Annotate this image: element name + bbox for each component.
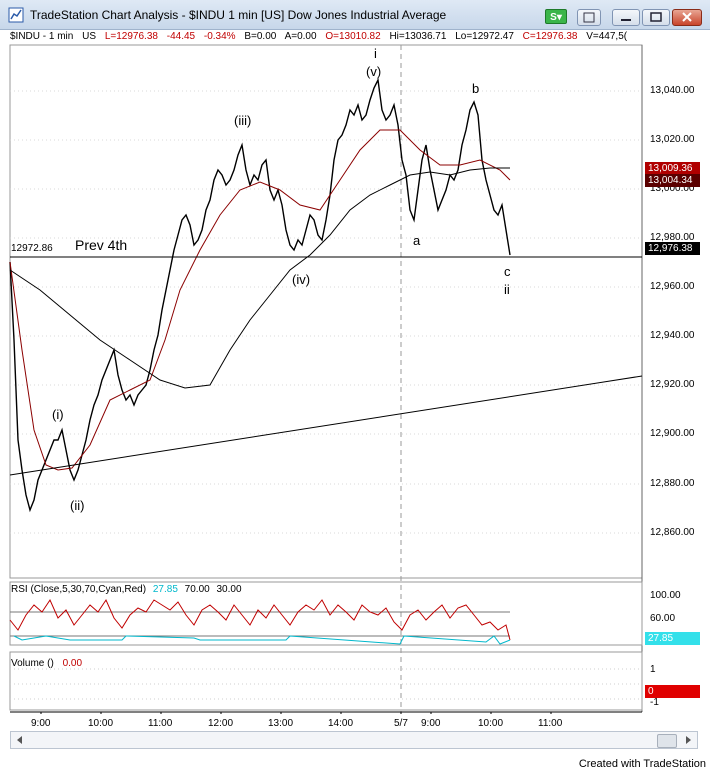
maximize-icon [650, 12, 662, 22]
help-icon [583, 12, 595, 23]
wave-iii-label: (iii) [234, 113, 252, 128]
rsi-lower: 30.00 [216, 584, 242, 595]
minimize-button[interactable] [612, 9, 640, 26]
time-tick: 10:00 [478, 718, 504, 729]
volume-label-row: Volume () 0.00 [11, 658, 82, 669]
price-tick: 12,900.00 [650, 428, 695, 439]
price-box-red: 13,009.36 [645, 162, 700, 175]
slow-moving-average [9, 167, 510, 389]
footer-strip [0, 752, 710, 772]
rsi-value: 27.85 [152, 584, 178, 595]
price-tick: 12,920.00 [650, 379, 695, 390]
volume-panel-frame [9, 651, 643, 711]
volume-axis-tick: 1 [650, 664, 656, 675]
open-value: O=13010.82 [325, 31, 381, 42]
volume-value-box: 0 [645, 685, 700, 698]
tradestation-app-icon [8, 7, 24, 23]
wave-v-label: (v) [366, 64, 382, 79]
rsi-upper: 70.00 [184, 584, 210, 595]
time-tick: 5/7 [394, 718, 408, 729]
minimize-icon [621, 19, 631, 21]
pct-change: -0.34% [203, 31, 236, 42]
wave-i-label: (i) [52, 407, 64, 422]
price-box-last: 12,976.38 [645, 242, 700, 255]
time-tick: 11:00 [148, 718, 173, 729]
wave-ii-label: (ii) [70, 498, 85, 513]
price-plot-frame [9, 44, 643, 579]
close-value: C=12976.38 [522, 31, 578, 42]
low-value: Lo=12972.47 [455, 31, 514, 42]
trend-line [9, 375, 643, 476]
quote-status-line: $INDU - 1 min US L=12976.38 -44.45 -0.34… [10, 31, 633, 42]
wave-top-i-label: i [374, 46, 377, 61]
time-tick: 12:00 [208, 718, 234, 729]
credit-text: Created with TradeStation [578, 758, 706, 770]
rsi-line-down [13, 635, 511, 645]
scroll-right-arrow-icon[interactable] [681, 732, 695, 748]
high-value: Hi=13036.71 [389, 31, 447, 42]
maximize-button[interactable] [642, 9, 670, 26]
last-price: L=12976.38 [104, 31, 158, 42]
volume-value: V=447,5( [586, 31, 628, 42]
time-tick: 10:00 [88, 718, 114, 729]
price-tick: 12,940.00 [650, 330, 695, 341]
price-chart[interactable] [0, 44, 710, 714]
time-tick: 9:00 [421, 718, 441, 729]
time-tick: 11:00 [538, 718, 563, 729]
rsi-axis-tick: 100.00 [650, 590, 681, 601]
net-change: -44.45 [166, 31, 196, 42]
scrollbar-thumb[interactable] [657, 734, 677, 748]
bid-value: B=0.00 [244, 31, 277, 42]
symbol-label: $INDU - 1 min [10, 31, 74, 42]
volume-gridlines [10, 668, 642, 700]
time-tick: 9:00 [31, 718, 51, 729]
prev-4th-label: Prev 4th [75, 237, 128, 253]
time-tick: 14:00 [328, 718, 354, 729]
price-tick: 12,860.00 [650, 527, 695, 538]
s-dropdown-button[interactable]: S▾ [545, 9, 567, 24]
wave-b-label: b [472, 81, 480, 96]
close-icon [682, 12, 692, 22]
price-box-dark: 13,004.34 [645, 174, 700, 187]
volume-value: 0.00 [62, 658, 83, 669]
price-tick: 13,000.00 [650, 183, 695, 194]
volume-axis-tick: -1 [650, 697, 659, 708]
price-tick: 13,040.00 [650, 85, 695, 96]
market-label: US [82, 31, 97, 42]
help-button[interactable] [577, 9, 601, 26]
close-button[interactable] [672, 9, 702, 26]
wave-c-label: c [504, 264, 511, 279]
title-bar: TradeStation Chart Analysis - $INDU 1 mi… [0, 0, 710, 30]
price-bars [9, 77, 511, 513]
ask-value: A=0.00 [284, 31, 317, 42]
rsi-value-box: 27.85 [645, 632, 700, 645]
rsi-panel-frame [9, 581, 643, 646]
time-axis-ticks [10, 711, 642, 714]
price-gridlines [10, 90, 642, 534]
horizontal-scrollbar[interactable] [10, 731, 698, 749]
wave-a-label: a [413, 233, 421, 248]
price-tick: 13,020.00 [650, 134, 695, 145]
wave-iv-label: (iv) [292, 272, 311, 287]
rsi-line-up [9, 598, 511, 641]
fast-moving-average [9, 129, 511, 471]
rsi-axis-tick: 60.00 [650, 613, 676, 624]
rsi-label: RSI (Close,5,30,70,Cyan,Red) [11, 584, 147, 595]
price-tick: 12,980.00 [650, 232, 695, 243]
volume-label: Volume () [11, 658, 54, 669]
price-tick: 12,960.00 [650, 281, 695, 292]
window-title: TradeStation Chart Analysis - $INDU 1 mi… [30, 8, 447, 22]
rsi-label-row: RSI (Close,5,30,70,Cyan,Red) 27.85 70.00… [11, 584, 242, 595]
prev-4th-value: 12972.86 [11, 243, 53, 254]
wave-ii-small-label: ii [504, 282, 510, 297]
time-tick: 13:00 [268, 718, 294, 729]
price-tick: 12,880.00 [650, 478, 695, 489]
scroll-left-arrow-icon[interactable] [13, 732, 27, 748]
